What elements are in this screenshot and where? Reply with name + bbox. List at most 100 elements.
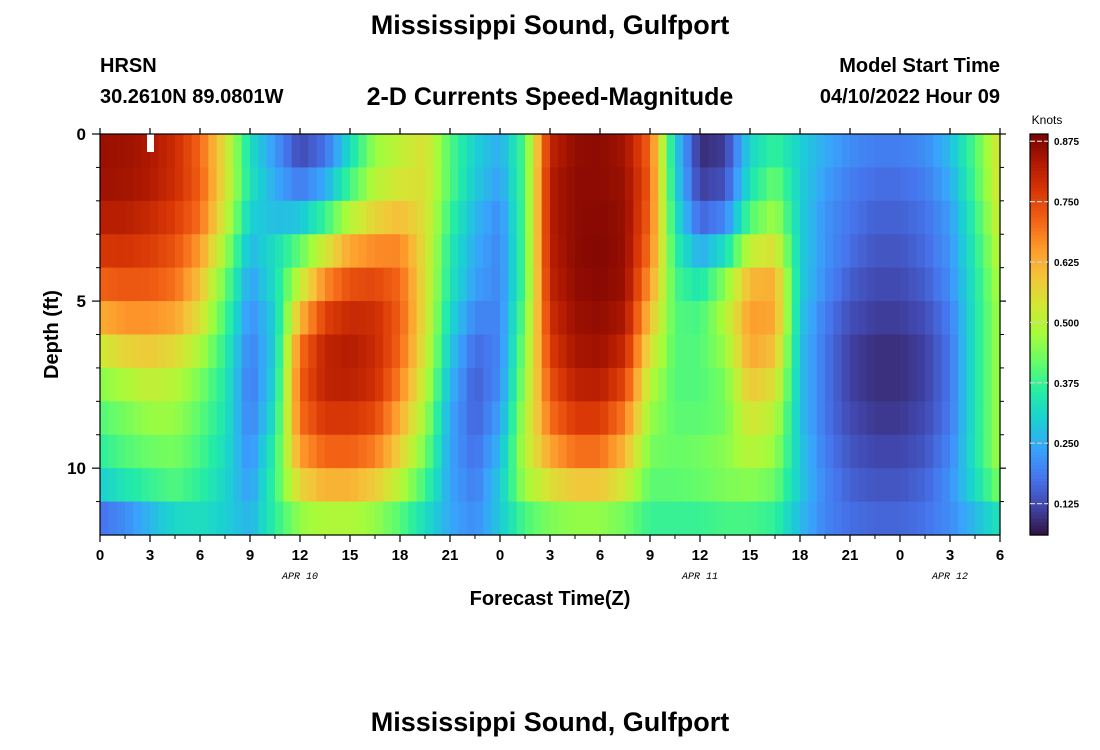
colorbar-segment [1030, 341, 1048, 346]
heatmap-cell [891, 267, 901, 302]
heatmap-cell [125, 401, 134, 436]
heatmap-cell [441, 301, 451, 336]
x-tick-label: 12 [692, 547, 709, 564]
heatmap-cell [291, 267, 301, 302]
heatmap-cell [691, 434, 701, 469]
heatmap-cell [816, 367, 826, 402]
heatmap-cell [708, 167, 718, 202]
heatmap-cell [766, 234, 776, 269]
heatmap-cell [508, 167, 518, 202]
heatmap-cell [800, 301, 809, 336]
heatmap-cell [600, 167, 609, 202]
colorbar-segment [1030, 294, 1048, 299]
heatmap-cell [483, 468, 493, 503]
heatmap-cell [400, 401, 409, 436]
heatmap-cell [525, 468, 534, 503]
heatmap-cell [833, 301, 843, 336]
heatmap-cell [516, 134, 526, 169]
colorbar-segment [1030, 367, 1048, 372]
colorbar-segment [1030, 174, 1048, 179]
heatmap-cell [700, 200, 709, 235]
heatmap-cell [800, 234, 809, 269]
heatmap-cell [358, 267, 368, 302]
heatmap-cell [491, 234, 501, 269]
heatmap-cell [166, 200, 176, 235]
heatmap-cell [666, 234, 676, 269]
heatmap-cell [766, 200, 776, 235]
heatmap-cell [808, 434, 818, 469]
heatmap-cell [425, 367, 434, 402]
heatmap-cell [741, 301, 751, 336]
heatmap-cell [841, 501, 851, 536]
heatmap-cell [450, 234, 459, 269]
heatmap-cell [166, 401, 176, 436]
heatmap-cell [700, 301, 709, 336]
heatmap-cell [150, 200, 159, 235]
heatmap-cell [200, 501, 209, 536]
heatmap-cell [308, 134, 318, 169]
heatmap-cell [900, 367, 909, 402]
heatmap-cell [883, 468, 893, 503]
heatmap-cell [366, 501, 376, 536]
heatmap-cell [516, 334, 526, 369]
heatmap-cell [216, 334, 226, 369]
heatmap-cell [391, 200, 401, 235]
x-tick-label: 9 [646, 547, 654, 564]
heatmap-cell [225, 434, 234, 469]
heatmap-cell [258, 234, 268, 269]
colorbar-segment [1030, 431, 1048, 436]
heatmap-cell [266, 267, 276, 302]
heatmap-cell [808, 134, 818, 169]
heatmap-cell [558, 167, 568, 202]
heatmap-cell [950, 468, 959, 503]
heatmap-cell [258, 134, 268, 169]
heatmap-cell [666, 367, 676, 402]
heatmap-cell [291, 434, 301, 469]
heatmap-cell [608, 200, 618, 235]
heatmap-cell [425, 468, 434, 503]
heatmap-cell [591, 134, 601, 169]
heatmap-cell [916, 501, 926, 536]
heatmap-cell [375, 501, 384, 536]
heatmap-cell [850, 401, 859, 436]
heatmap-cell [358, 434, 368, 469]
heatmap-cell [883, 167, 893, 202]
heatmap-cell [500, 501, 509, 536]
heatmap-cell [350, 301, 359, 336]
heatmap-cell [575, 401, 584, 436]
heatmap-cell [175, 468, 184, 503]
heatmap-cell [116, 334, 126, 369]
heatmap-cell [516, 301, 526, 336]
heatmap-cell [191, 167, 201, 202]
heatmap-cell [508, 234, 518, 269]
heatmap-cell [533, 301, 543, 336]
heatmap-cell [383, 267, 393, 302]
heatmap-cell [208, 301, 218, 336]
heatmap-cell [875, 434, 884, 469]
colorbar-segment [1030, 187, 1048, 192]
heatmap-cell [500, 401, 509, 436]
heatmap-cell [200, 434, 209, 469]
heatmap-cell [391, 434, 401, 469]
heatmap-cell [275, 334, 284, 369]
heatmap-cell [900, 267, 909, 302]
heatmap-cell [708, 468, 718, 503]
colorbar-segment [1030, 207, 1048, 212]
heatmap-cell [116, 367, 126, 402]
heatmap-cell [866, 134, 876, 169]
heatmap-cell [166, 501, 176, 536]
heatmap-cell [800, 434, 809, 469]
heatmap-cell [375, 401, 384, 436]
heatmap-cell [550, 434, 559, 469]
heatmap-cell [100, 401, 109, 436]
colorbar-segment [1030, 194, 1048, 199]
heatmap-cell [825, 167, 834, 202]
heatmap-cell [366, 367, 376, 402]
heatmap-cell [558, 501, 568, 536]
heatmap-cell [133, 301, 143, 336]
colorbar-segment [1030, 511, 1048, 516]
heatmap-cell [991, 367, 1001, 402]
heatmap-cell [808, 367, 818, 402]
heatmap-cell [358, 134, 368, 169]
heatmap-cell [441, 134, 451, 169]
